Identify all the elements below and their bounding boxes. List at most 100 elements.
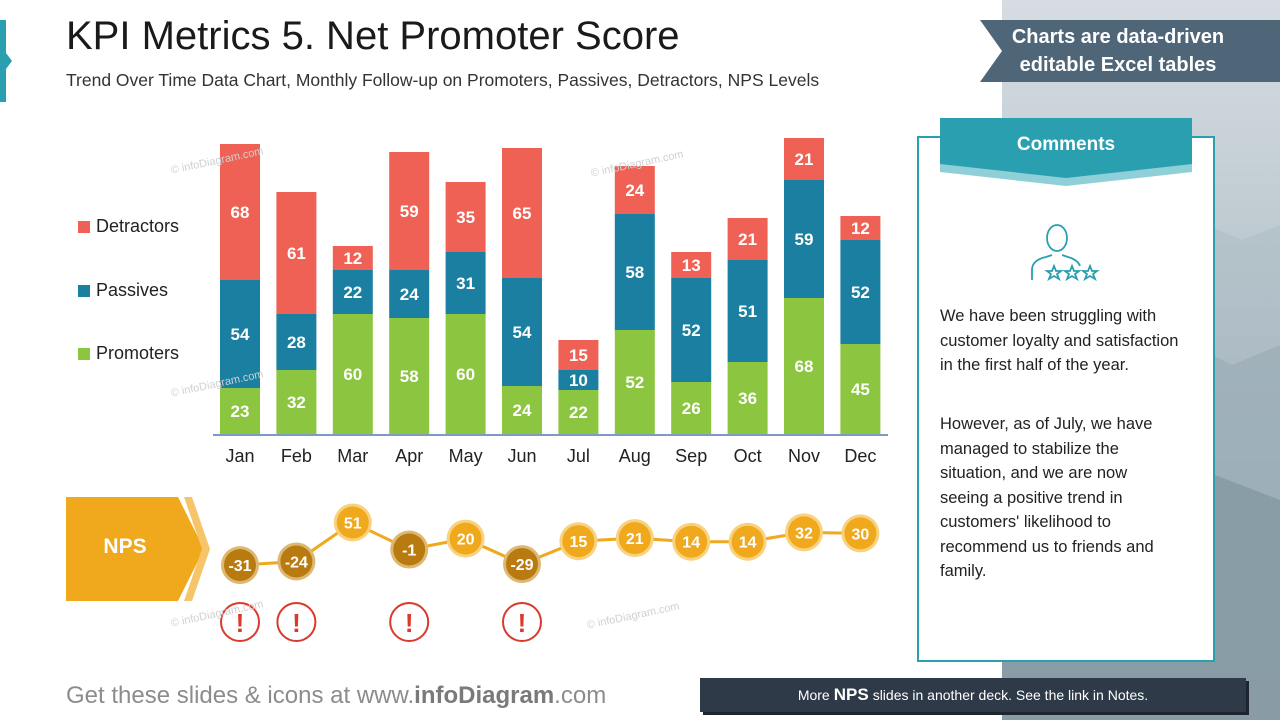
bar-passives xyxy=(276,314,317,370)
data-label-passives: 59 xyxy=(795,230,814,249)
nps-marker xyxy=(336,506,369,539)
data-label-promoters: 68 xyxy=(795,357,814,376)
footer-website[interactable]: Get these slides & icons at www.infoDiag… xyxy=(66,682,606,710)
left-accent-bar xyxy=(0,20,12,102)
x-tick-label: Dec xyxy=(844,446,876,466)
data-label-passives: 54 xyxy=(231,325,250,344)
data-label-promoters: 32 xyxy=(287,393,306,412)
nps-chart: 23 54 68 Jan 32 28 61 Feb 60 22 12 Mar 58 24 59 Apr 60 31… xyxy=(213,138,888,642)
data-label-passives: 51 xyxy=(738,302,757,321)
bar-passives xyxy=(445,252,486,314)
comments-title: Comments xyxy=(1016,134,1116,155)
bar-detractors xyxy=(558,340,599,370)
nps-marker xyxy=(675,525,708,558)
bar-passives xyxy=(389,270,430,318)
legend-swatch-passives xyxy=(78,284,90,297)
data-label-detractors: 13 xyxy=(682,256,701,275)
nps-marker xyxy=(788,516,820,549)
nps-marker xyxy=(731,525,764,558)
x-tick-label: Aug xyxy=(619,446,651,466)
data-label-passives: 52 xyxy=(682,321,701,340)
bar-passives xyxy=(558,370,599,390)
nps-value-label: 30 xyxy=(852,526,870,543)
data-label-detractors: 61 xyxy=(287,244,306,263)
footer-suffix: .com xyxy=(554,682,607,709)
bar-promoters xyxy=(614,330,655,434)
nps-value-label: -29 xyxy=(510,557,533,574)
bar-passives xyxy=(727,260,768,362)
nps-value-label: 20 xyxy=(457,532,475,549)
bar-passives xyxy=(784,180,824,298)
nps-marker xyxy=(562,525,595,558)
data-label-detractors: 24 xyxy=(625,181,644,200)
x-tick-label: Jun xyxy=(507,446,536,466)
nps-value-label: 32 xyxy=(795,525,813,542)
legend-label-passives: Passives xyxy=(96,280,169,300)
footer-brand: infoDiagram xyxy=(414,682,555,709)
nps-marker xyxy=(449,522,482,555)
bar-promoters xyxy=(502,386,542,434)
nps-value-label: -1 xyxy=(402,543,416,560)
bar-promoters xyxy=(784,298,824,434)
nps-marker xyxy=(618,522,651,555)
data-label-promoters: 36 xyxy=(738,389,757,408)
alert-icon xyxy=(276,602,317,642)
banner-shape xyxy=(980,20,1280,82)
legend-detractors: Detractors xyxy=(78,216,179,237)
nps-marker xyxy=(506,548,538,581)
data-label-promoters: 23 xyxy=(231,402,250,421)
nps-value-label: 15 xyxy=(570,534,588,551)
x-tick-label: Feb xyxy=(281,446,312,466)
nps-value-label: 14 xyxy=(682,535,700,552)
data-label-passives: 54 xyxy=(513,323,532,342)
nps-marker xyxy=(224,549,256,582)
data-label-passives: 58 xyxy=(625,263,644,282)
nps-value-label: 14 xyxy=(739,535,757,552)
alert-icon xyxy=(220,602,260,642)
data-label-promoters: 26 xyxy=(682,399,701,418)
comments-panel xyxy=(917,136,1215,662)
nps-value-label: -24 xyxy=(285,554,308,571)
alert-icon xyxy=(389,602,430,642)
bar-passives xyxy=(671,278,712,382)
legend-label-promoters: Promoters xyxy=(96,343,180,363)
footer-right-suffix: slides in another deck. See the link in … xyxy=(872,687,1149,703)
legend-label-detractors: Detractors xyxy=(96,216,180,236)
data-label-detractors: 12 xyxy=(851,219,870,238)
bar-passives xyxy=(614,214,655,330)
data-label-detractors: 15 xyxy=(569,346,588,365)
data-label-passives: 10 xyxy=(569,371,588,390)
x-tick-label: Sep xyxy=(675,446,707,466)
x-tick-label: Oct xyxy=(734,446,762,466)
data-label-promoters: 52 xyxy=(625,373,644,392)
data-label-passives: 24 xyxy=(400,285,419,304)
bar-detractors xyxy=(784,138,824,180)
x-tick-label: Jan xyxy=(225,446,254,466)
x-tick-label: Mar xyxy=(337,446,368,466)
data-label-passives: 22 xyxy=(343,283,362,302)
nps-marker xyxy=(393,533,426,566)
legend-swatch-detractors xyxy=(78,220,90,233)
banner-line-2: editable Excel tables xyxy=(1019,54,1217,76)
bar-detractors xyxy=(220,144,260,280)
bar-promoters xyxy=(671,382,712,434)
bar-detractors xyxy=(276,192,317,314)
bar-promoters xyxy=(276,370,317,434)
bar-promoters xyxy=(445,314,486,434)
footer-more-link[interactable]: More NPS slides in another deck. See the… xyxy=(700,678,1246,712)
bar-passives xyxy=(840,240,881,344)
x-tick-label: Apr xyxy=(395,446,423,466)
bar-detractors xyxy=(614,166,655,214)
page-title: KPI Metrics 5. Net Promoter Score xyxy=(66,14,680,58)
bar-promoters xyxy=(389,318,430,434)
bar-promoters xyxy=(220,388,260,434)
bar-promoters xyxy=(558,390,599,434)
alert-icon-mark: ! xyxy=(518,608,527,638)
bar-detractors xyxy=(840,216,881,240)
data-label-promoters: 24 xyxy=(513,401,532,420)
footer-right-bold: NPS xyxy=(833,685,869,704)
footer-right-prefix: More xyxy=(797,687,830,703)
page-subtitle: Trend Over Time Data Chart, Monthly Foll… xyxy=(66,70,820,90)
person-rating-icon xyxy=(1031,224,1100,282)
bar-promoters xyxy=(727,362,768,434)
